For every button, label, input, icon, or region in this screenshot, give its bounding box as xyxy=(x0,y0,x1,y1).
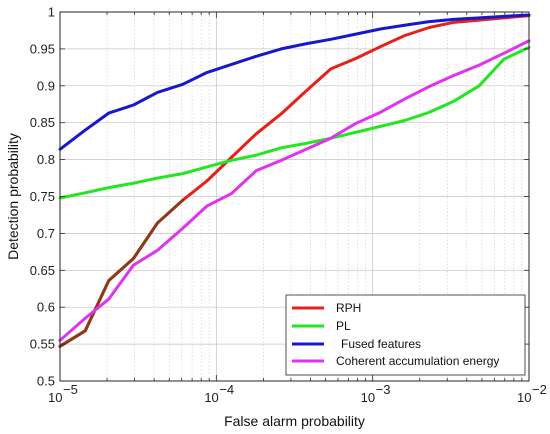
legend-label-rph: RPH xyxy=(336,301,361,315)
series-line-rph-overlap xyxy=(58,198,185,348)
legend-label-pl: PL xyxy=(336,319,351,333)
series-line-pl xyxy=(58,45,531,200)
x-tick-label-base: 10 xyxy=(361,390,375,405)
y-tick-label: 0.9 xyxy=(37,78,55,93)
axis-ticks xyxy=(59,11,530,382)
y-tick-labels: 0.5 0.55 0.6 0.65 0.7 0.75 0.8 0.85 0.9 0.95 1 xyxy=(30,5,55,389)
x-tick-label-base: 10 xyxy=(48,390,62,405)
legend-entry-coherent-accumulation-energy: Coherent accumulation energy xyxy=(292,354,499,368)
legend-entry-rph: RPH xyxy=(292,301,361,315)
series-lines xyxy=(58,13,531,348)
legend-box xyxy=(285,294,526,376)
legend-label-coherent-accumulation-energy: Coherent accumulation energy xyxy=(336,354,499,368)
x-tick-label-exponent: −3 xyxy=(376,382,391,397)
x-tick-label: 10−4 xyxy=(204,382,234,405)
x-tick-labels: 10−510−410−310−2 xyxy=(48,382,547,405)
y-tick-label: 0.8 xyxy=(37,152,55,167)
x-tick-label: 10−2 xyxy=(517,382,547,405)
y-tick-label: 0.75 xyxy=(30,189,55,204)
x-tick-label: 10−3 xyxy=(361,382,391,405)
legend: RPH PL Fused features Coherent accumulat… xyxy=(285,294,526,376)
x-axis-label: False alarm probability xyxy=(224,413,365,429)
y-tick-label: 0.55 xyxy=(30,337,55,352)
x-tick-label-base: 10 xyxy=(204,390,218,405)
x-tick-label-base: 10 xyxy=(517,390,531,405)
y-tick-label: 0.95 xyxy=(30,41,55,56)
legend-entry-fused-features: Fused features xyxy=(292,337,421,351)
legend-entry-pl: PL xyxy=(292,319,351,333)
x-tick-label-exponent: −2 xyxy=(532,382,547,397)
y-tick-label: 0.65 xyxy=(30,263,55,278)
y-tick-label: 1 xyxy=(48,5,55,20)
y-tick-label: 0.6 xyxy=(37,300,55,315)
x-tick-label: 10−5 xyxy=(48,382,78,405)
x-tick-label-exponent: −5 xyxy=(63,382,78,397)
legend-label-fused-features: Fused features xyxy=(341,337,421,351)
y-tick-label: 0.5 xyxy=(37,374,55,389)
y-tick-label: 0.85 xyxy=(30,115,55,130)
y-axis-label: Detection probability xyxy=(5,133,21,260)
series-line-coherent-accumulation-energy xyxy=(58,39,531,342)
y-tick-label: 0.7 xyxy=(37,226,55,241)
series-line-fused-features xyxy=(58,13,531,151)
x-tick-label-exponent: −4 xyxy=(219,382,234,397)
